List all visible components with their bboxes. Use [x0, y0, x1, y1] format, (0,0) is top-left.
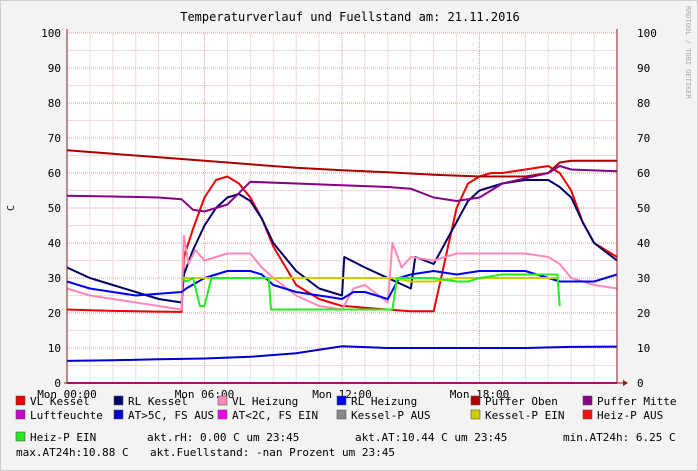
- y-tick-label-left: 0: [54, 377, 61, 390]
- chart-title: Temperaturverlauf und Fuellstand am: 21.…: [180, 10, 520, 24]
- y-tick-label-right: 80: [637, 97, 650, 110]
- y-tick-label-left: 80: [48, 97, 61, 110]
- y-tick-label-right: 0: [637, 377, 644, 390]
- x-tick-label: Mon 00:00: [37, 388, 97, 401]
- y-tick-label-right: 50: [637, 202, 650, 215]
- y-tick-label-left: 60: [48, 167, 61, 180]
- y-tick-label-left: 10: [48, 342, 61, 355]
- y-tick-label-right: 20: [637, 307, 650, 320]
- x-axis-arrow: [623, 380, 628, 386]
- series-line-heiz-p-ein: [180, 273, 561, 311]
- rrdtool-watermark: RRDTOOL / TOBI OETIKER: [684, 6, 692, 100]
- y-tick-label-right: 10: [637, 342, 650, 355]
- x-tick-label: Mon 06:00: [175, 388, 235, 401]
- y-tick-label-right: 60: [637, 167, 650, 180]
- y-tick-label-left: 90: [48, 62, 61, 75]
- axes: 0 0 10 10 20 20 30 30 40 40 50 50 60 60 70 70 80 80 90 90 10…: [37, 27, 657, 401]
- series-line-kessel-p-ein: [181, 277, 558, 283]
- y-tick-label-right: 70: [637, 132, 650, 145]
- y-tick-label-right: 100: [637, 27, 657, 40]
- series-line-rl-heizung: [66, 270, 618, 300]
- y-axis-label: C: [6, 205, 17, 211]
- y-tick-label-left: 70: [48, 132, 61, 145]
- series-line-at-5c-fs-aus: [66, 345, 618, 362]
- y-tick-label-left: 50: [48, 202, 61, 215]
- y-tick-label-left: 100: [41, 27, 61, 40]
- y-tick-label-left: 30: [48, 272, 61, 285]
- series-line-puffer-mitte: [66, 165, 618, 213]
- y-tick-label-right: 90: [637, 62, 650, 75]
- y-tick-label-left: 40: [48, 237, 61, 250]
- y-tick-label-right: 40: [637, 237, 650, 250]
- series-line-puffer-oben: [66, 149, 617, 178]
- y-tick-label-right: 30: [637, 272, 650, 285]
- x-tick-label: Mon 12:00: [312, 388, 372, 401]
- x-tick-label: Mon 18:00: [450, 388, 510, 401]
- y-tick-label-left: 20: [48, 307, 61, 320]
